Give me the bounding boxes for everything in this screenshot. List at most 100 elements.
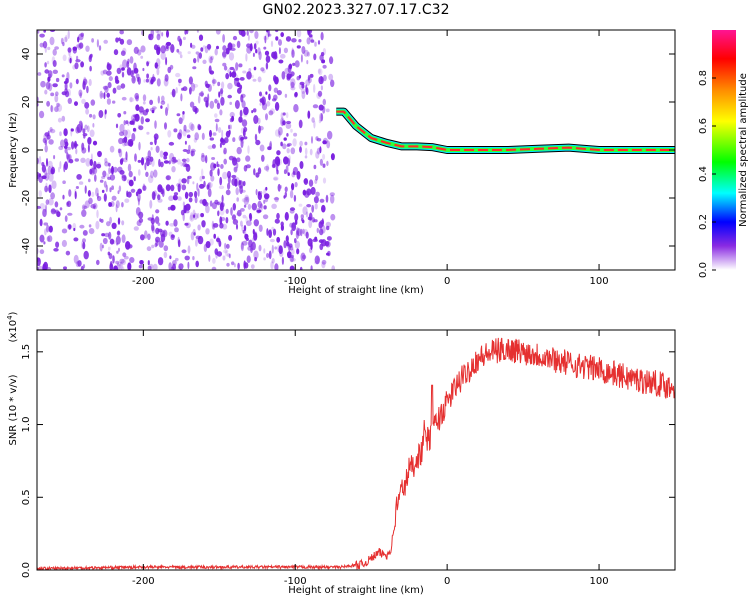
- noise-speck: [291, 222, 296, 229]
- noise-speck: [293, 132, 298, 137]
- noise-speck: [224, 242, 227, 250]
- noise-speck: [133, 67, 139, 74]
- noise-speck: [278, 126, 283, 136]
- noise-speck: [264, 35, 267, 44]
- noise-speck: [128, 179, 134, 187]
- noise-speck: [109, 145, 115, 153]
- noise-speck: [116, 67, 122, 75]
- noise-speck: [118, 247, 120, 252]
- noise-speck: [232, 68, 236, 76]
- noise-speck: [154, 62, 158, 69]
- noise-speck: [194, 107, 199, 114]
- noise-speck: [189, 87, 192, 95]
- noise-speck: [239, 77, 245, 81]
- noise-speck: [221, 129, 224, 139]
- noise-speck: [238, 135, 244, 142]
- noise-speck: [226, 253, 230, 257]
- noise-speck: [80, 123, 83, 131]
- noise-speck: [293, 104, 299, 113]
- noise-speck: [228, 155, 234, 161]
- noise-speck: [246, 43, 251, 48]
- noise-speck: [273, 87, 279, 93]
- noise-speck: [235, 187, 239, 196]
- noise-speck: [190, 82, 196, 92]
- noise-speck: [226, 262, 230, 267]
- noise-speck: [201, 152, 205, 158]
- noise-speck: [220, 89, 223, 97]
- noise-speck: [115, 79, 120, 84]
- noise-speck: [176, 158, 181, 165]
- noise-speck: [329, 192, 335, 197]
- noise-speck: [151, 109, 155, 114]
- noise-speck: [75, 148, 78, 155]
- noise-speck: [223, 147, 227, 155]
- noise-speck: [127, 262, 132, 270]
- noise-speck: [95, 220, 100, 230]
- noise-speck: [191, 44, 196, 49]
- noise-speck: [266, 101, 271, 107]
- noise-speck: [78, 89, 83, 97]
- noise-speck: [291, 222, 297, 232]
- noise-speck: [275, 30, 279, 33]
- noise-speck: [227, 94, 232, 99]
- noise-speck: [90, 99, 96, 106]
- noise-speck: [252, 52, 255, 58]
- noise-speck: [98, 45, 102, 51]
- noise-speck: [190, 231, 195, 241]
- noise-speck: [249, 213, 253, 222]
- y-tick-label: 0.0: [21, 562, 32, 578]
- noise-speck: [285, 122, 292, 129]
- noise-speck: [45, 182, 48, 188]
- noise-speck: [313, 120, 316, 129]
- noise-speck: [57, 117, 62, 123]
- noise-speck: [39, 33, 45, 38]
- noise-speck: [132, 176, 136, 181]
- noise-speck: [87, 137, 92, 145]
- noise-speck: [241, 198, 247, 203]
- noise-speck: [61, 239, 67, 248]
- noise-speck: [161, 188, 165, 198]
- noise-speck: [185, 203, 191, 211]
- noise-speck: [216, 45, 219, 50]
- noise-speck: [155, 30, 159, 34]
- noise-speck: [251, 74, 254, 79]
- noise-speck: [266, 253, 270, 258]
- noise-speck: [43, 222, 49, 226]
- noise-speck: [151, 244, 155, 249]
- noise-speck: [293, 194, 297, 202]
- noise-speck: [92, 123, 95, 128]
- noise-speck: [291, 49, 295, 58]
- noise-speck: [270, 261, 274, 270]
- noise-speck: [301, 90, 306, 100]
- noise-speck: [176, 48, 180, 53]
- noise-speck: [45, 199, 50, 205]
- noise-speck: [284, 186, 288, 193]
- noise-speck: [319, 243, 324, 251]
- noise-speck: [181, 87, 185, 91]
- noise-speck: [274, 101, 280, 111]
- noise-speck: [310, 186, 316, 195]
- noise-speck: [276, 90, 282, 96]
- noise-speck: [52, 60, 57, 67]
- noise-speck: [149, 263, 154, 270]
- noise-speck: [75, 126, 80, 134]
- noise-speck: [151, 106, 157, 110]
- noise-speck: [313, 83, 316, 93]
- noise-speck: [92, 167, 98, 175]
- noise-speck: [211, 220, 215, 230]
- noise-speck: [83, 250, 89, 260]
- noise-speck: [93, 160, 97, 170]
- noise-speck: [209, 137, 214, 141]
- noise-speck: [167, 130, 172, 138]
- noise-speck: [166, 30, 169, 38]
- noise-speck: [206, 43, 212, 50]
- noise-speck: [276, 159, 281, 167]
- noise-speck: [271, 244, 274, 254]
- noise-speck: [263, 199, 266, 204]
- noise-speck: [100, 70, 105, 76]
- noise-speck: [207, 93, 210, 103]
- noise-speck: [292, 62, 296, 66]
- noise-speck: [286, 144, 290, 147]
- noise-speck: [268, 250, 272, 260]
- noise-speck: [207, 188, 212, 198]
